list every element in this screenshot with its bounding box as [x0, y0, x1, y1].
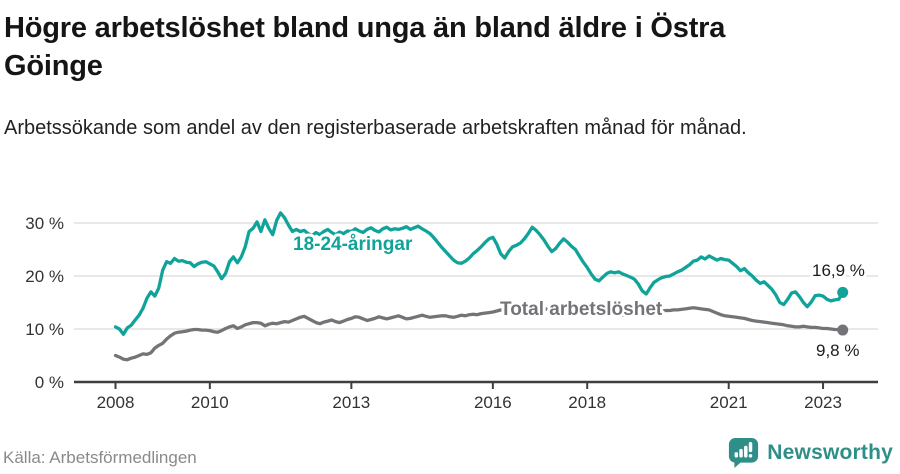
- page-title: Högre arbetslöshet bland unga än bland ä…: [4, 9, 896, 85]
- title-line-1: Högre arbetslöshet bland unga än bland ä…: [4, 12, 726, 44]
- chart-subtitle: Arbetssökande som andel av den registerb…: [4, 117, 747, 139]
- end-dot-youth: [837, 286, 849, 298]
- latest-value-label-total: 9,8 %: [816, 341, 859, 360]
- x-tick-label: 2021: [710, 393, 748, 412]
- x-tick-label: 2018: [568, 393, 606, 412]
- x-tick-label: 2013: [332, 393, 370, 412]
- x-tick-label: 2008: [97, 393, 135, 412]
- series-label-youth: 18-24-åringar: [293, 234, 413, 255]
- y-tick-label: 20 %: [25, 267, 64, 286]
- line-chart: 2008 2010 2013 2016 2018 2021 2023 0 % 10 % 20 % 3…: [25, 211, 878, 412]
- title-line-2: Göinge: [4, 50, 103, 82]
- header: Högre arbetslöshet bland unga än bland ä…: [4, 9, 896, 144]
- y-tick-label: 0 %: [35, 373, 64, 392]
- y-tick-label: 10 %: [25, 320, 64, 339]
- latest-value-label-youth: 16,9 %: [812, 261, 865, 280]
- source-note: Källa: Arbetsförmedlingen: [3, 448, 197, 467]
- y-tick-label: 30 %: [25, 214, 64, 233]
- newsworthy-icon: [729, 437, 759, 469]
- x-tick-label: 2023: [804, 393, 842, 412]
- x-tick-label: 2010: [191, 393, 229, 412]
- newsworthy-wordmark: Newsworthy: [767, 441, 893, 464]
- x-tick-label: 2016: [474, 393, 512, 412]
- series-line-youth: [113, 211, 845, 336]
- series-label-total: Total arbetslöshet: [500, 299, 663, 320]
- end-dot-total: [837, 324, 849, 336]
- newsworthy-logo: Newsworthy: [728, 437, 893, 469]
- series-line-total: [113, 306, 845, 362]
